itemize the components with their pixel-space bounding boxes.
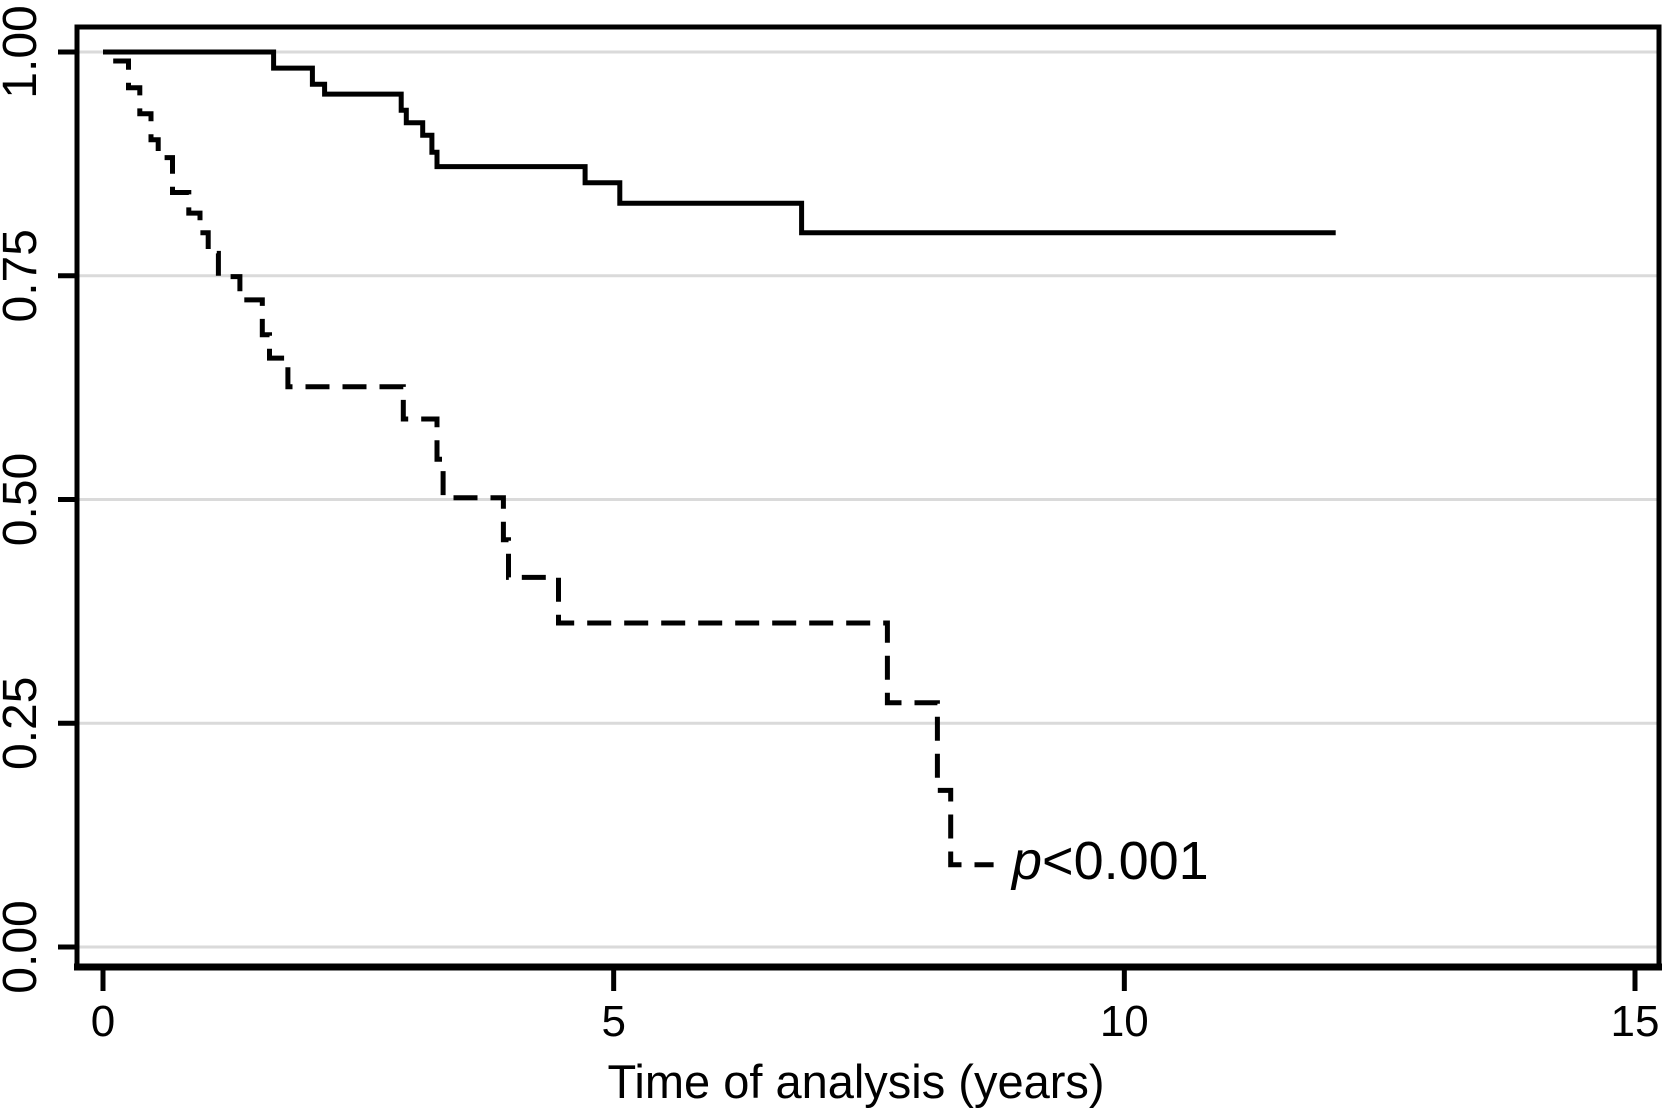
x-tick-label: 5 <box>601 997 625 1046</box>
x-axis-title: Time of analysis (years) <box>607 1055 1104 1108</box>
survival-curves <box>103 49 1336 868</box>
p-value-italic-p: p <box>1010 831 1042 891</box>
x-tick-label: 0 <box>91 997 115 1046</box>
x-tick-label: 15 <box>1611 997 1660 1046</box>
y-tick-label: 1.00 <box>0 5 47 98</box>
survival-curve-dashed <box>113 58 994 868</box>
plot-frame <box>74 24 1662 970</box>
x-tick-label: 10 <box>1100 997 1149 1046</box>
p-value-rest: <0.001 <box>1042 831 1209 891</box>
y-tick-label: 0.75 <box>0 229 47 322</box>
x-axis-ticks: 0 5 10 15 <box>91 969 1660 1046</box>
y-tick-label: 0.00 <box>0 900 47 993</box>
y-axis-ticks: 0.00 0.25 0.50 0.75 1.00 <box>0 5 77 994</box>
p-value-annotation: p<0.001 <box>1010 831 1209 891</box>
y-tick-label: 0.50 <box>0 453 47 546</box>
gridlines <box>77 50 1659 949</box>
survival-curve-solid <box>103 49 1336 236</box>
y-tick-label: 0.25 <box>0 677 47 770</box>
